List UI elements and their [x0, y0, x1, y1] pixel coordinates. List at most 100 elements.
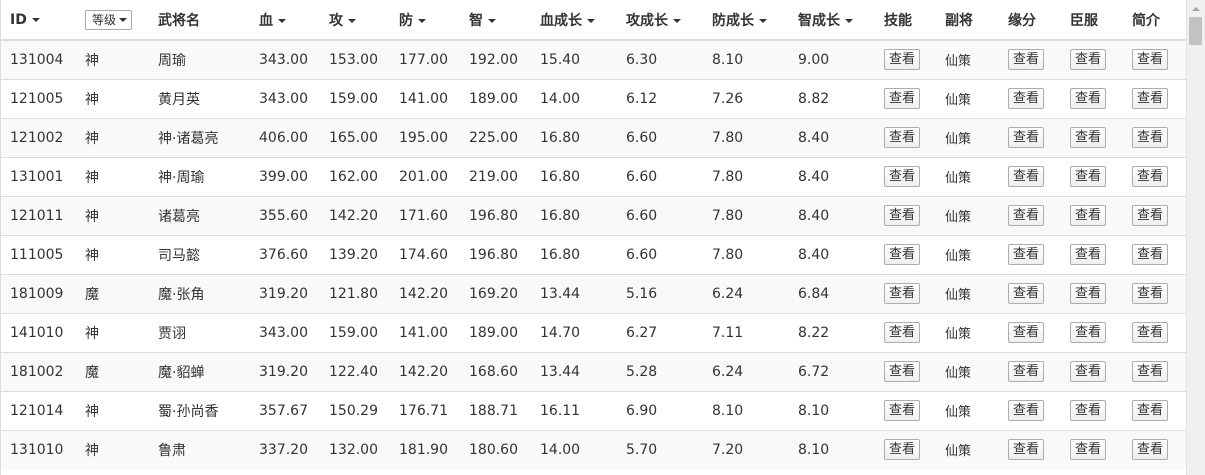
column-def[interactable]: 防: [390, 0, 460, 41]
skill-view-button[interactable]: 查看: [884, 283, 921, 304]
cell-atk-growth: 6.60: [617, 156, 703, 196]
cell-atk: 153.00: [320, 39, 390, 79]
fate-view-button[interactable]: 查看: [1008, 361, 1045, 382]
table-row: 121002 神神·诸葛亮 406.00 165.00 195.00 225.00 16.8…: [1, 117, 1187, 157]
fate-view-button[interactable]: 查看: [1008, 283, 1045, 304]
level-filter-select[interactable]: 等级: [85, 9, 133, 30]
table-row: 131010 神鲁肃 337.20 132.00 181.90 180.60 14.00 5.…: [1, 429, 1187, 469]
intro-view-button[interactable]: 查看: [1132, 166, 1169, 187]
cell-skill: 查看: [875, 234, 936, 274]
cell-hp-growth: 16.80: [531, 234, 617, 274]
intro-view-button[interactable]: 查看: [1132, 49, 1169, 71]
column-int-growth[interactable]: 智成长: [789, 0, 875, 41]
column-intro-label: 简介: [1132, 12, 1160, 29]
skill-view-button[interactable]: 查看: [884, 49, 921, 71]
intro-view-button[interactable]: 查看: [1132, 244, 1169, 265]
cell-subdue: 查看: [1061, 312, 1123, 352]
skill-view-button[interactable]: 查看: [884, 88, 921, 109]
intro-view-button[interactable]: 查看: [1132, 439, 1169, 461]
cell-skill: 查看: [875, 156, 936, 196]
column-atk[interactable]: 攻: [320, 0, 390, 41]
column-hp[interactable]: 血: [250, 0, 320, 41]
fate-view-button[interactable]: 查看: [1008, 127, 1045, 148]
cell-level: 神: [76, 429, 149, 469]
vertical-scrollbar[interactable]: [1186, 0, 1205, 475]
table-body: 131004 神周瑜 343.00 153.00 177.00 192.00 15.40 6.…: [1, 39, 1187, 469]
subdue-view-button[interactable]: 查看: [1070, 166, 1107, 187]
skill-view-button[interactable]: 查看: [884, 166, 921, 187]
column-id[interactable]: ID: [1, 0, 76, 41]
fate-view-button[interactable]: 查看: [1008, 400, 1045, 421]
fate-view-button[interactable]: 查看: [1008, 88, 1045, 109]
column-intro: 简介: [1123, 0, 1187, 41]
cell-def-growth: 7.80: [703, 117, 789, 157]
cell-hp: 337.20: [250, 429, 320, 469]
cell-name: 蜀·孙尚香: [149, 390, 250, 430]
cell-int: 188.71: [460, 390, 531, 430]
cell-intro: 查看: [1123, 78, 1187, 118]
fate-view-button[interactable]: 查看: [1008, 205, 1045, 226]
subdue-view-button[interactable]: 查看: [1070, 49, 1107, 71]
caret-down-icon: [488, 18, 496, 23]
cell-skill: 查看: [875, 195, 936, 235]
subdue-view-button[interactable]: 查看: [1070, 439, 1107, 461]
cell-int: 219.00: [460, 156, 531, 196]
intro-view-button[interactable]: 查看: [1132, 283, 1169, 304]
cell-hp: 399.00: [250, 156, 320, 196]
subdue-view-button[interactable]: 查看: [1070, 244, 1107, 265]
cell-subdue: 查看: [1061, 429, 1123, 469]
intro-view-button[interactable]: 查看: [1132, 400, 1169, 421]
subdue-view-button[interactable]: 查看: [1070, 400, 1107, 421]
fate-view-button[interactable]: 查看: [1008, 166, 1045, 187]
subdue-view-button[interactable]: 查看: [1070, 205, 1107, 226]
column-hp-growth[interactable]: 血成长: [531, 0, 617, 41]
cell-atk-growth: 6.12: [617, 78, 703, 118]
cell-intro: 查看: [1123, 234, 1187, 274]
subdue-view-button[interactable]: 查看: [1070, 127, 1107, 148]
subdue-view-button[interactable]: 查看: [1070, 88, 1107, 109]
cell-intro: 查看: [1123, 273, 1187, 313]
intro-view-button[interactable]: 查看: [1132, 88, 1169, 109]
table-row: 131001 神神·周瑜 399.00 162.00 201.00 219.00 16.80…: [1, 156, 1187, 196]
cell-int-growth: 9.00: [789, 39, 875, 79]
cell-level: 神: [76, 39, 149, 79]
skill-view-button[interactable]: 查看: [884, 400, 921, 421]
subdue-view-button[interactable]: 查看: [1070, 283, 1107, 304]
scroll-up-button[interactable]: [1187, 0, 1205, 17]
fate-view-button[interactable]: 查看: [1008, 49, 1045, 71]
cell-def: 141.00: [390, 78, 460, 118]
cell-hp-growth: 16.80: [531, 117, 617, 157]
cell-skill: 查看: [875, 117, 936, 157]
skill-view-button[interactable]: 查看: [884, 322, 921, 343]
cell-subdue: 查看: [1061, 117, 1123, 157]
fate-view-button[interactable]: 查看: [1008, 244, 1045, 265]
column-int[interactable]: 智: [460, 0, 531, 41]
intro-view-button[interactable]: 查看: [1132, 361, 1169, 382]
cell-hp-growth: 16.11: [531, 390, 617, 430]
cell-subdue: 查看: [1061, 351, 1123, 391]
skill-view-button[interactable]: 查看: [884, 205, 921, 226]
cell-atk: 132.00: [320, 429, 390, 469]
column-atk-growth[interactable]: 攻成长: [617, 0, 703, 41]
cell-level: 神: [76, 117, 149, 157]
fate-view-button[interactable]: 查看: [1008, 439, 1045, 461]
skill-view-button[interactable]: 查看: [884, 361, 921, 382]
vice-general-name: 仙策: [945, 288, 972, 303]
subdue-view-button[interactable]: 查看: [1070, 322, 1107, 343]
scrollbar-thumb[interactable]: [1189, 17, 1202, 45]
column-def-growth[interactable]: 防成长: [703, 0, 789, 41]
cell-def: 201.00: [390, 156, 460, 196]
cell-def: 195.00: [390, 117, 460, 157]
skill-view-button[interactable]: 查看: [884, 439, 921, 461]
cell-name: 黄月英: [149, 78, 250, 118]
cell-level: 神: [76, 234, 149, 274]
skill-view-button[interactable]: 查看: [884, 244, 921, 265]
intro-view-button[interactable]: 查看: [1132, 205, 1169, 226]
cell-fate: 查看: [999, 117, 1061, 157]
subdue-view-button[interactable]: 查看: [1070, 361, 1107, 382]
intro-view-button[interactable]: 查看: [1132, 322, 1169, 343]
fate-view-button[interactable]: 查看: [1008, 322, 1045, 343]
column-hp-label: 血: [259, 12, 273, 29]
intro-view-button[interactable]: 查看: [1132, 127, 1169, 148]
skill-view-button[interactable]: 查看: [884, 127, 921, 148]
